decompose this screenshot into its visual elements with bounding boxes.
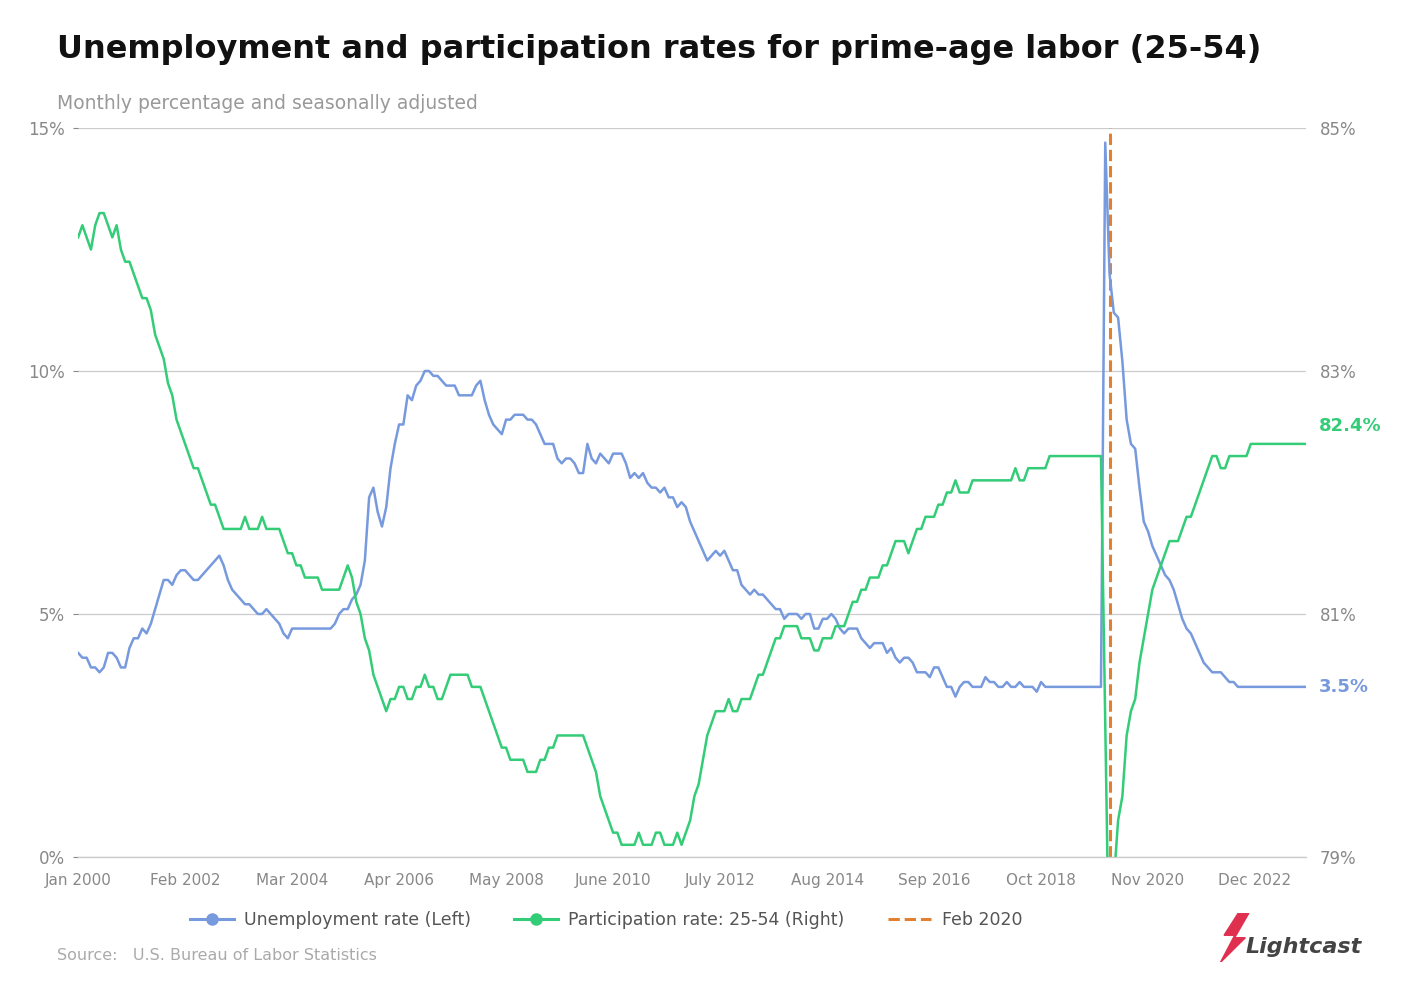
Legend: Unemployment rate (Left), Participation rate: 25-54 (Right), Feb 2020: Unemployment rate (Left), Participation …	[183, 904, 1030, 936]
Text: Source:   U.S. Bureau of Labor Statistics: Source: U.S. Bureau of Labor Statistics	[57, 949, 376, 963]
Polygon shape	[1221, 913, 1250, 962]
Text: 3.5%: 3.5%	[1319, 678, 1369, 695]
Text: Unemployment and participation rates for prime-age labor (25-54): Unemployment and participation rates for…	[57, 34, 1261, 65]
Text: 82.4%: 82.4%	[1319, 417, 1382, 434]
Text: Lightcast: Lightcast	[1245, 938, 1362, 957]
Text: Monthly percentage and seasonally adjusted: Monthly percentage and seasonally adjust…	[57, 94, 477, 112]
